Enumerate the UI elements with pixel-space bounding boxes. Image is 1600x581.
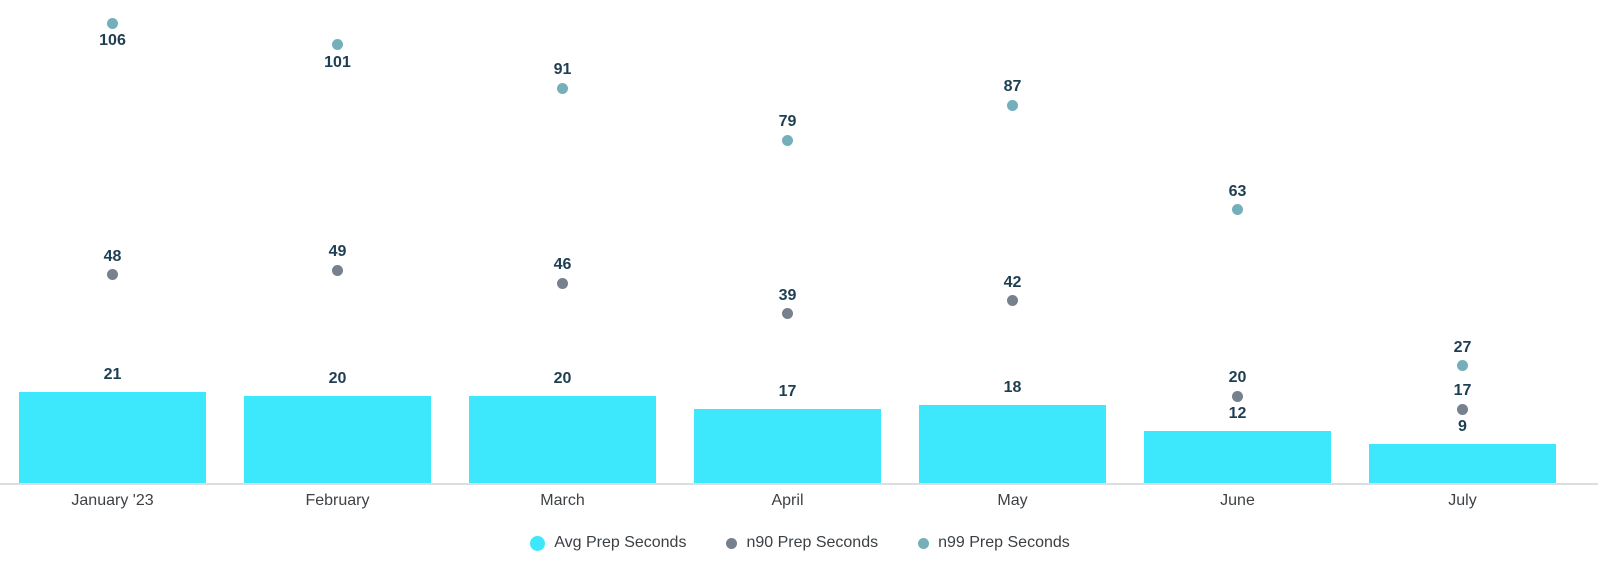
n90-point[interactable] xyxy=(107,269,118,281)
bar-7[interactable] xyxy=(1369,443,1556,483)
bar-2[interactable] xyxy=(244,396,431,483)
n90-value-label: 42 xyxy=(1003,273,1022,291)
bar-value-label: 21 xyxy=(103,365,122,383)
x-axis-label-2: February xyxy=(305,492,370,509)
n90-value-label: 20 xyxy=(1228,369,1247,387)
n99-point[interactable] xyxy=(1457,360,1468,372)
bar-value-label: 17 xyxy=(778,383,797,401)
n99-point[interactable] xyxy=(557,82,568,94)
legend-marker-n90-icon xyxy=(726,537,738,549)
legend-marker-avg-icon xyxy=(530,535,546,551)
n90-point[interactable] xyxy=(782,308,793,320)
x-axis-label-5: May xyxy=(997,492,1028,509)
n99-point[interactable] xyxy=(107,17,118,29)
n99-point[interactable] xyxy=(332,39,343,51)
x-axis-label-4: April xyxy=(771,492,804,509)
bar-6[interactable] xyxy=(1144,430,1331,483)
n90-value-label: 49 xyxy=(328,243,347,261)
n90-point[interactable] xyxy=(1457,403,1468,415)
n99-value-label: 79 xyxy=(778,113,797,131)
n99-value-label: 87 xyxy=(1003,78,1022,96)
legend: Avg Prep Seconds n90 Prep Seconds n99 Pr… xyxy=(0,533,1600,553)
n90-value-label: 17 xyxy=(1453,382,1472,400)
bar-4[interactable] xyxy=(694,409,881,483)
n90-point[interactable] xyxy=(1232,390,1243,402)
bar-value-label: 9 xyxy=(1458,417,1467,435)
x-axis-label-1: January '23 xyxy=(71,492,154,509)
legend-label-n90: n90 Prep Seconds xyxy=(746,534,879,551)
n99-value-label: 106 xyxy=(99,32,126,49)
n90-value-label: 46 xyxy=(553,256,572,274)
legend-marker-n99-icon xyxy=(918,537,930,549)
n99-value-label: 63 xyxy=(1228,182,1247,200)
n90-value-label: 39 xyxy=(778,286,797,304)
n99-value-label: 101 xyxy=(324,53,351,71)
bar-5[interactable] xyxy=(919,404,1106,483)
legend-label-avg: Avg Prep Seconds xyxy=(554,534,687,551)
legend-label-n99: n99 Prep Seconds xyxy=(938,534,1070,551)
bar-value-label: 20 xyxy=(553,370,572,388)
bar-3[interactable] xyxy=(469,396,656,483)
x-axis-label-3: March xyxy=(540,492,585,509)
n90-value-label: 48 xyxy=(103,247,122,265)
n90-point[interactable] xyxy=(1007,295,1018,307)
n90-point[interactable] xyxy=(557,277,568,289)
n99-value-label: 91 xyxy=(553,61,572,79)
legend-item-avg-prep-seconds[interactable]: Avg Prep Seconds xyxy=(530,533,686,553)
bar-value-label: 20 xyxy=(328,370,347,388)
n99-point[interactable] xyxy=(1232,204,1243,216)
bar-value-label: 18 xyxy=(1003,378,1022,396)
bar-1[interactable] xyxy=(19,391,206,483)
legend-item-n99-prep-seconds[interactable]: n99 Prep Seconds xyxy=(918,533,1070,553)
n90-point[interactable] xyxy=(332,264,343,276)
plot-area: 21 48 106 20 49 101 20 46 91 17 39 79 18 42 87 12 20 63 9 1… xyxy=(0,17,1598,485)
x-axis-label-7: July xyxy=(1448,492,1477,509)
x-axis-line xyxy=(0,483,1598,485)
x-axis-label-6: June xyxy=(1220,492,1255,509)
bar-value-label: 12 xyxy=(1228,404,1247,422)
n99-point[interactable] xyxy=(1007,99,1018,111)
n99-value-label: 27 xyxy=(1453,338,1472,356)
n99-point[interactable] xyxy=(782,134,793,146)
legend-item-n90-prep-seconds[interactable]: n90 Prep Seconds xyxy=(726,533,878,553)
